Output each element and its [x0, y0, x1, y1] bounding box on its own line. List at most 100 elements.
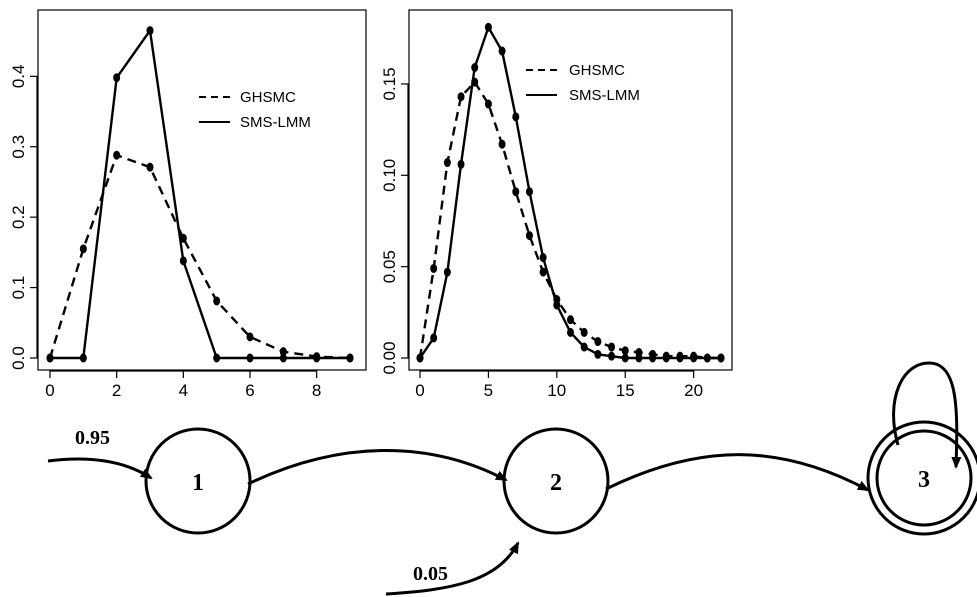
- data-point-ghsmc: [594, 337, 602, 347]
- data-point-ghsmc: [525, 231, 533, 241]
- data-point-ghsmc: [79, 244, 87, 254]
- x-tick-label: 20: [684, 381, 703, 400]
- data-point-sms-lmm: [213, 353, 221, 363]
- state-1-node: [144, 427, 252, 535]
- legend-label-ghsmc: GHSMC: [569, 62, 625, 79]
- data-point-sms-lmm: [525, 187, 533, 197]
- data-point-ghsmc: [484, 99, 492, 109]
- state-3-inner-ring: [875, 429, 973, 527]
- initial-probability-state-2: 0.05: [413, 563, 448, 585]
- initial-arrow-to-state-1: [47, 457, 153, 480]
- data-point-ghsmc: [621, 346, 629, 356]
- data-point-sms-lmm: [690, 353, 698, 363]
- data-point-ghsmc: [539, 267, 547, 277]
- data-point-sms-lmm: [662, 353, 670, 363]
- y-tick-label: 0.3: [9, 135, 28, 159]
- data-point-sms-lmm: [430, 333, 438, 343]
- data-point-ghsmc: [279, 347, 287, 357]
- series-line-sms-lmm: [50, 29, 350, 360]
- data-point-ghsmc: [457, 92, 465, 102]
- state-diagram: 1 2 3 0.95 0.05: [47, 361, 977, 596]
- data-point-ghsmc: [179, 233, 187, 243]
- y-tick-label: 0.05: [380, 250, 399, 283]
- x-tick-label: 15: [616, 381, 635, 400]
- legend-label-sms-lmm: SMS-LMM: [569, 87, 640, 104]
- data-point-ghsmc: [113, 150, 121, 160]
- state-2-node: [502, 427, 610, 535]
- initial-arrow-to-state-2: [385, 541, 520, 596]
- x-tick-label: 4: [179, 381, 188, 400]
- y-tick-label: 0.1: [9, 276, 28, 300]
- data-point-sms-lmm: [471, 63, 479, 73]
- chart-left-series: [46, 26, 354, 363]
- x-tick-label: 10: [547, 381, 566, 400]
- data-point-sms-lmm: [703, 353, 711, 363]
- chart-left-legend: GHSMC SMS-LMM: [199, 89, 311, 131]
- chart-left-y-axis: 0.0 0.1 0.2 0.3 0.4: [9, 65, 38, 370]
- data-point-sms-lmm: [649, 353, 657, 363]
- initial-probability-state-1: 0.95: [75, 427, 110, 449]
- chart-right-legend: GHSMC SMS-LMM: [526, 62, 640, 104]
- y-tick-label: 0.2: [9, 205, 28, 229]
- chart-right-frame: [408, 9, 733, 371]
- data-point-sms-lmm: [717, 353, 725, 363]
- data-point-sms-lmm: [498, 46, 506, 56]
- data-point-sms-lmm: [346, 353, 354, 363]
- data-point-sms-lmm: [179, 256, 187, 266]
- data-point-sms-lmm: [635, 353, 643, 363]
- data-point-sms-lmm: [146, 26, 154, 36]
- data-point-ghsmc: [443, 158, 451, 168]
- chart-left-x-axis: 0 2 4 6 8: [45, 370, 321, 400]
- data-point-sms-lmm: [594, 349, 602, 359]
- x-tick-label: 5: [484, 381, 493, 400]
- data-point-ghsmc: [498, 139, 506, 149]
- x-tick-label: 6: [245, 381, 254, 400]
- y-tick-label: 0.4: [9, 65, 28, 89]
- series-line-ghsmc: [48, 153, 351, 360]
- data-point-sms-lmm: [279, 353, 287, 363]
- data-point-ghsmc: [567, 315, 574, 325]
- x-tick-label: 0: [45, 381, 54, 400]
- data-point-sms-lmm: [313, 353, 321, 363]
- data-point-sms-lmm: [46, 353, 54, 363]
- data-point-sms-lmm: [621, 353, 629, 363]
- y-tick-label: 0.15: [380, 67, 399, 100]
- transition-2-to-3: [605, 453, 870, 492]
- data-point-ghsmc: [608, 342, 616, 352]
- data-point-sms-lmm: [246, 353, 254, 363]
- data-point-sms-lmm: [113, 73, 121, 83]
- data-point-sms-lmm: [79, 353, 87, 363]
- data-point-sms-lmm: [580, 342, 588, 352]
- x-tick-label: 0: [415, 381, 424, 400]
- data-point-sms-lmm: [567, 327, 574, 337]
- data-point-sms-lmm: [416, 353, 424, 363]
- data-point-ghsmc: [213, 296, 221, 306]
- transition-1-to-2: [247, 449, 508, 486]
- chart-left: 0 2 4 6 8 0.0 0.1 0.2 0.3 0.4 GHSMC SMS-LMM: [9, 9, 367, 400]
- state-1-label: 1: [192, 470, 204, 496]
- data-point-sms-lmm: [512, 112, 520, 122]
- x-tick-label: 8: [312, 381, 321, 400]
- y-tick-label: 0.0: [9, 346, 28, 370]
- data-point-sms-lmm: [457, 159, 465, 169]
- chart-right-series: [416, 22, 725, 363]
- y-tick-label: 0.00: [380, 341, 399, 374]
- chart-right-y-axis: 0.00 0.05 0.10 0.15: [380, 67, 409, 375]
- data-point-sms-lmm: [443, 267, 451, 277]
- data-point-sms-lmm: [608, 351, 616, 361]
- self-loop-state-3: [892, 361, 962, 469]
- data-point-ghsmc: [146, 162, 154, 172]
- data-point-sms-lmm: [484, 22, 492, 32]
- x-tick-label: 2: [112, 381, 121, 400]
- chart-left-frame: [37, 9, 367, 371]
- legend-label-sms-lmm: SMS-LMM: [240, 114, 311, 131]
- y-tick-label: 0.10: [380, 159, 399, 192]
- legend-label-ghsmc: GHSMC: [240, 89, 296, 106]
- state-3-outer-ring: [866, 420, 977, 536]
- data-point-ghsmc: [246, 332, 254, 342]
- data-point-ghsmc: [580, 327, 588, 337]
- state-3-label: 3: [918, 467, 930, 493]
- data-point-sms-lmm: [553, 300, 561, 310]
- data-point-sms-lmm: [539, 253, 547, 263]
- chart-right-x-axis: 0 5 10 15 20: [415, 370, 703, 400]
